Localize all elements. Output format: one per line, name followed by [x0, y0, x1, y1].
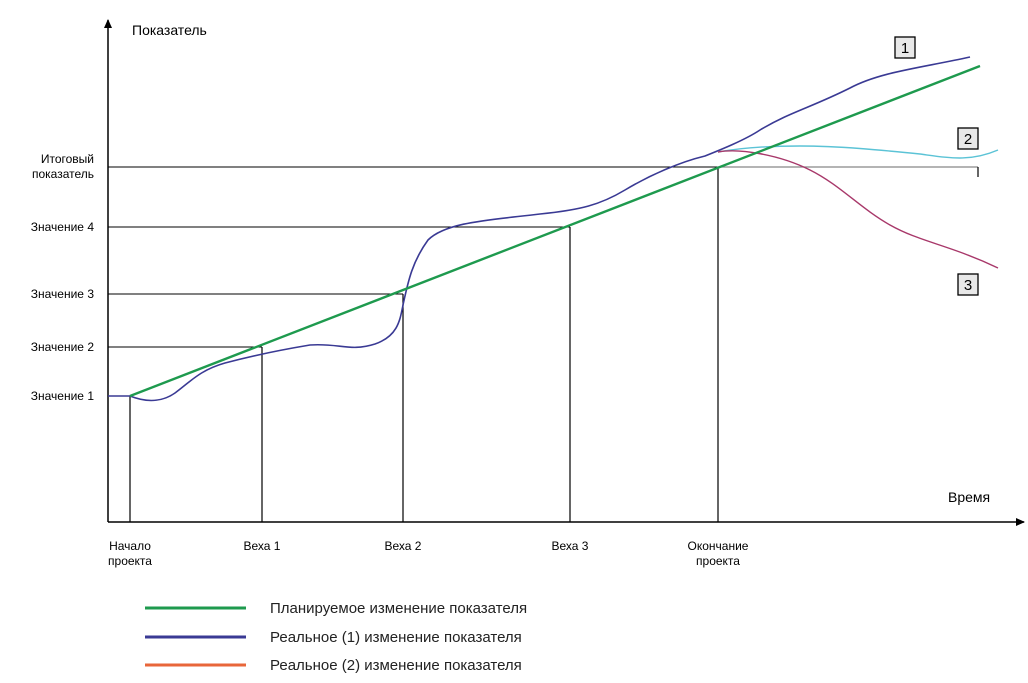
legend-label-planned: Планируемое изменение показателя	[270, 600, 527, 617]
y-tick-v1: Значение 1	[31, 389, 95, 403]
series-curve-3-line	[717, 150, 999, 269]
x-tick-end: Окончание проекта	[688, 539, 749, 568]
x-tick-labels: Начало проекта Веха 1 Веха 2 Веха 3 Окончание…	[108, 539, 749, 568]
legend: Планируемое изменение показателя Реально…	[145, 600, 527, 674]
series-curve-2-line	[717, 145, 999, 159]
x-axis-label: Время	[948, 489, 990, 505]
x-tick-m2: Веха 2	[385, 539, 422, 553]
y-tick-v2: Значение 2	[31, 340, 95, 354]
series-real-1-line	[108, 56, 971, 402]
curve-label-2: 2	[957, 127, 979, 150]
series-planned-line	[129, 64, 981, 398]
y-tick-v4: Значение 4	[31, 220, 95, 234]
legend-label-real-2: Реальное (2) изменение показателя	[270, 657, 522, 674]
svg-text:2: 2	[964, 131, 972, 148]
svg-text:1: 1	[901, 40, 909, 57]
svg-text:3: 3	[964, 277, 972, 294]
x-tick-start: Начало проекта	[108, 539, 152, 568]
y-tick-final: Итоговый показатель	[32, 152, 94, 181]
x-tick-m1: Веха 1	[244, 539, 281, 553]
curve-label-1: 1	[894, 36, 916, 59]
y-axis-label: Показатель	[132, 22, 207, 38]
curve-label-3: 3	[957, 273, 979, 296]
y-tick-labels: Значение 1 Значение 2 Значение 3 Значение 4…	[31, 152, 95, 403]
legend-label-real-1: Реальное (1) изменение показателя	[270, 629, 522, 646]
guide-lines	[108, 166, 979, 522]
x-tick-m3: Веха 3	[552, 539, 589, 553]
y-tick-v3: Значение 3	[31, 287, 95, 301]
